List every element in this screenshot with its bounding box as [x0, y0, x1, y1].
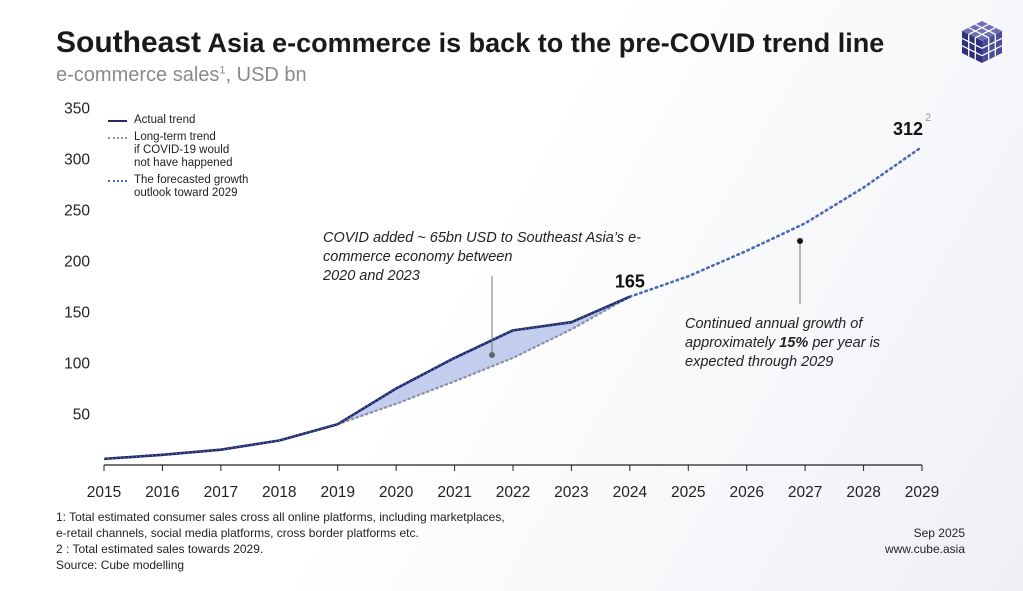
legend-swatch-longterm: [108, 137, 127, 139]
legend-label-longterm-line: not have happened: [134, 157, 233, 169]
title-part-2: Asia e-commerce is back to the pre-COVID…: [207, 28, 885, 58]
growth-annotation-line: Continued annual growth of: [685, 316, 863, 332]
x-tick-label: 2019: [320, 484, 354, 501]
x-tick-label: 2025: [671, 484, 705, 501]
legend-label-forecast-line: outlook toward 2029: [134, 187, 238, 199]
footnote-line: 2 : Total estimated sales towards 2029.: [56, 542, 264, 556]
source-line: Source: Cube modelling: [56, 558, 185, 572]
data-label-2029: 312: [893, 119, 923, 139]
legend-item-forecast: The forecasted growth outlook toward 202…: [108, 174, 248, 200]
y-tick-label: 150: [64, 305, 90, 322]
x-tick-label: 2026: [729, 484, 763, 501]
covid-annotation: COVID added ~ 65bn USD to Southeast Asia…: [323, 229, 641, 286]
footnote-line: e-retail channels, social media platform…: [56, 526, 419, 540]
growth-annotation-dot: [797, 238, 803, 244]
date-and-website: Sep 2025 www.cube.asia: [885, 525, 965, 557]
covid-gap-area: [337, 296, 630, 425]
growth-annotation-line: expected through 2029: [685, 354, 834, 370]
y-tick-label: 300: [64, 152, 90, 169]
covid-annotation-dot: [489, 352, 495, 358]
title-part-1: Southeast: [56, 26, 202, 59]
series-line-forecast: [628, 145, 924, 299]
x-tick-label: 2016: [145, 484, 179, 501]
y-tick-label: 350: [64, 101, 90, 118]
x-tick-label: 2024: [613, 484, 648, 501]
publication-date: Sep 2025: [913, 526, 965, 540]
legend-swatch-forecast: [108, 180, 127, 182]
growth-annotation-line: approximately 15% per year is: [685, 334, 880, 353]
y-tick-label: 50: [73, 407, 91, 424]
data-label-2029-footnote-mark: 2: [925, 112, 931, 124]
legend-swatch-actual: [108, 120, 127, 122]
legend-item-actual: Actual trend: [108, 114, 248, 127]
website-url: www.cube.asia: [884, 542, 965, 556]
legend-label-forecast-line: The forecasted growth: [134, 174, 249, 186]
x-tick-label: 2027: [788, 484, 822, 501]
chart-legend: Actual trend Long-term trend if COVID-19…: [108, 114, 248, 204]
legend-label-actual: Actual trend: [134, 114, 196, 126]
legend-label-longterm-line: Long-term trend: [134, 131, 216, 143]
x-tick-label: 2015: [87, 484, 121, 501]
x-tick-label: 2028: [846, 484, 880, 501]
y-tick-label: 100: [64, 356, 90, 373]
y-tick-label: 200: [64, 254, 90, 271]
footnote-line: 1: Total estimated consumer sales cross …: [56, 510, 505, 524]
covid-annotation-line: commerce economy between: [323, 249, 513, 265]
covid-annotation-line: COVID added ~ 65bn USD to Southeast Asia…: [323, 230, 641, 246]
growth-text-pre: approximately: [685, 335, 780, 351]
x-tick-label: 2020: [379, 484, 414, 501]
x-tick-label: 2022: [496, 484, 530, 501]
subtitle-footnote-mark: 1: [219, 64, 226, 77]
x-tick-label: 2023: [554, 484, 588, 501]
growth-annotation: Continued annual growth of approximately…: [685, 315, 880, 372]
page-title: Southeast Asia e-commerce is back to the…: [56, 26, 884, 60]
data-label-2024: 165: [615, 272, 645, 292]
page-subtitle: e-commerce sales1, USD bn: [56, 64, 307, 87]
series-line-actual-highlight: [103, 296, 631, 460]
legend-label-longterm-line: if COVID-19 would: [134, 144, 230, 156]
x-tick-label: 2029: [905, 484, 939, 501]
covid-annotation-line: 2020 and 2023: [323, 268, 420, 284]
x-tick-label: 2018: [262, 484, 296, 501]
growth-text-post: per year is: [808, 335, 881, 351]
series-line-actual: [103, 295, 631, 461]
cube-logo-icon: [961, 21, 1003, 63]
footnotes: 1: Total estimated consumer sales cross …: [56, 509, 505, 573]
x-tick-label: 2017: [204, 484, 238, 501]
subtitle-unit: , USD bn: [225, 64, 307, 86]
x-tick-label: 2021: [437, 484, 471, 501]
subtitle-text: e-commerce sales: [56, 64, 220, 86]
series-line-longterm: [336, 295, 631, 426]
growth-rate: 15%: [779, 335, 809, 351]
legend-item-longterm: Long-term trend if COVID-19 would not ha…: [108, 131, 248, 170]
y-tick-label: 250: [64, 203, 90, 220]
